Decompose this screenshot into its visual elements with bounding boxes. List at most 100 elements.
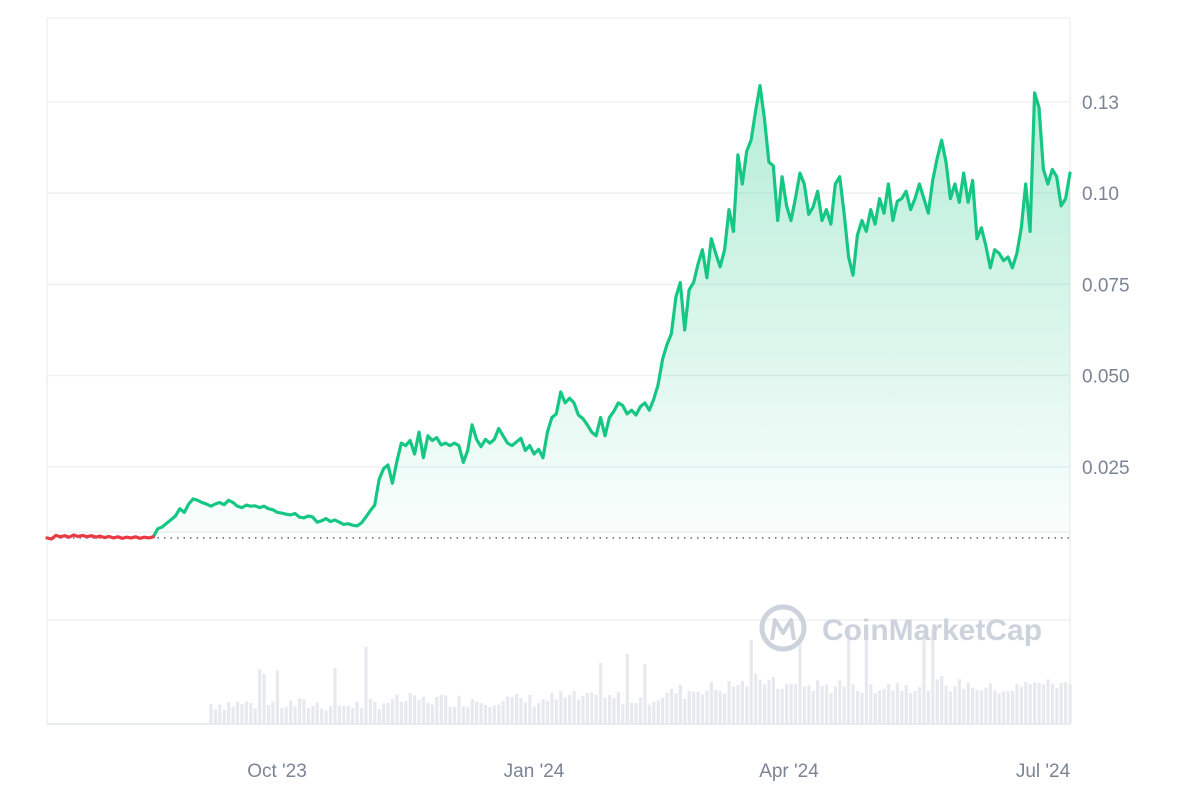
volume-bar (324, 710, 328, 724)
volume-bar (275, 670, 279, 724)
volume-bar (253, 708, 257, 724)
volume-bar (625, 654, 629, 724)
x-tick-label: Oct '23 (247, 761, 307, 782)
volume-bar (479, 703, 483, 724)
volume-bar (909, 692, 913, 724)
volume-bar (643, 663, 647, 724)
volume-bar (948, 691, 953, 724)
volume-bar (306, 708, 310, 724)
volume-bar (718, 690, 722, 724)
volume-bar (767, 679, 771, 724)
volume-bar (519, 697, 523, 724)
volume-bar (616, 692, 620, 724)
volume-bar (227, 702, 231, 724)
x-tick-label: Jul '24 (1016, 761, 1071, 782)
volume-bar (585, 693, 589, 724)
volume-bar (346, 705, 350, 724)
volume-bar (289, 700, 293, 724)
volume-bar (213, 709, 217, 724)
volume-bar (475, 701, 479, 724)
volume-bar (864, 640, 868, 724)
volume-bar (731, 686, 736, 724)
volume-bar (209, 704, 213, 724)
volume-bar (798, 637, 802, 724)
volume-bar (382, 703, 386, 724)
coinmarketcap-logo-icon (759, 604, 807, 652)
y-tick-label: 0.050 (1082, 367, 1130, 388)
volume-bar (917, 687, 922, 724)
volume-bar (1064, 682, 1068, 724)
volume-bar (926, 690, 930, 724)
volume-bar (882, 688, 886, 724)
volume-bar (572, 691, 576, 724)
volume-bar (1046, 679, 1050, 724)
volume-bar (776, 688, 780, 724)
volume-bar (953, 686, 957, 724)
volume-bar (523, 702, 527, 724)
volume-bar (652, 701, 656, 724)
volume-bar (723, 693, 727, 724)
volume-bar (833, 686, 837, 724)
volume-bar (931, 628, 935, 724)
volume-bar (435, 696, 439, 724)
volume-bar (816, 680, 820, 724)
volume-bar (745, 686, 749, 724)
price-line-down (45, 533, 155, 541)
volume-bar (563, 697, 567, 724)
x-axis: Oct '23 Jan '24 Apr '24 Jul '24 (247, 761, 1070, 782)
volume-bar (687, 691, 691, 724)
volume-bar (758, 679, 762, 724)
volume-bar (922, 631, 926, 724)
volume-bar (222, 709, 226, 724)
volume-bar (754, 673, 758, 724)
y-tick-label: 0.025 (1082, 458, 1130, 479)
volume-bar (656, 700, 660, 724)
volume-bar (492, 705, 496, 724)
volume-bar (249, 703, 253, 724)
volume-bar (1006, 691, 1010, 724)
volume-bar (789, 683, 793, 724)
volume-bar (714, 689, 718, 724)
volume-bar (709, 682, 713, 724)
volume-bar (466, 706, 470, 724)
y-tick-label: 0.13 (1082, 93, 1119, 114)
volume-bar (855, 691, 860, 724)
volume-bar (368, 699, 372, 724)
volume-bar (510, 696, 514, 724)
volume-bars (209, 626, 1072, 724)
volume-bar (231, 706, 235, 724)
volume-bar (842, 686, 846, 724)
volume-bar (838, 680, 842, 724)
volume-bar (860, 692, 864, 724)
volume-bar (665, 692, 669, 724)
volume-bar (364, 646, 368, 724)
volume-bar (404, 701, 408, 724)
volume-bar (311, 705, 315, 724)
volume-bar (793, 684, 798, 724)
volume-bar (1028, 683, 1032, 724)
volume-bar (891, 690, 895, 724)
volume-bar (957, 679, 961, 724)
volume-bar (297, 698, 302, 724)
volume-bar (271, 701, 275, 724)
volume-bar (284, 706, 288, 724)
volume-bar (1068, 684, 1072, 724)
volume-bar (554, 699, 558, 724)
volume-bar (590, 692, 594, 724)
volume-bar (399, 702, 403, 724)
volume-bar (678, 684, 682, 724)
volume-bar (683, 699, 687, 724)
volume-bar (488, 707, 492, 724)
volume-bar (545, 701, 550, 724)
volume-bar (1024, 682, 1028, 724)
watermark-text: CoinMarketCap (822, 614, 1042, 647)
volume-bar (1002, 691, 1006, 724)
volume-bar (240, 703, 244, 724)
volume-bar (218, 704, 222, 724)
volume-bar (408, 693, 412, 724)
volume-bar (607, 695, 612, 724)
volume-bar (452, 706, 457, 724)
volume-bar (342, 705, 346, 724)
